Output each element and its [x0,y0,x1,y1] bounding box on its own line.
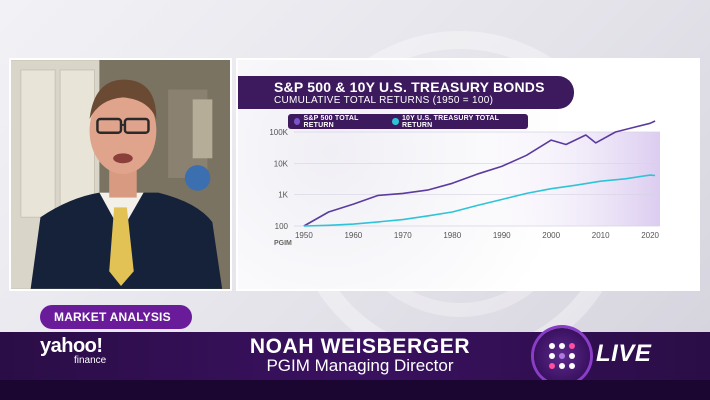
chart-panel: S&P 500 & 10Y U.S. TREASURY BONDS CUMULA… [236,58,700,291]
section-badge: MARKET ANALYSIS [40,305,192,329]
logo-sub: finance [74,355,107,366]
guest-name: NOAH WEISBERGER [249,335,471,358]
bottom-strip [0,380,710,400]
live-indicator: LIVE [522,328,702,384]
legend-swatch-treasury [392,118,399,125]
legend-label-treasury: 10Y U.S. TREASURY TOTAL RETURN [401,114,500,129]
chart-title: S&P 500 & 10Y U.S. TREASURY BONDS [274,79,545,95]
series-line-treasury [303,174,656,227]
x-tick-label: 2010 [592,231,610,240]
chart-legend: S&P 500 TOTAL RETURN 10Y U.S. TREASURY T… [288,114,528,129]
live-badge-icon [534,328,590,384]
x-tick-label: 1970 [394,231,412,240]
y-tick-label: 100K [269,128,288,137]
x-tick-label: 2000 [542,231,560,240]
chart-title-bar: S&P 500 & 10Y U.S. TREASURY BONDS CUMULA… [238,76,574,109]
chart-subtitle: CUMULATIVE TOTAL RETURNS (1950 = 100) [274,95,494,106]
x-tick-label: 1980 [443,231,461,240]
logo-word: yahoo! [40,335,103,357]
dots-icon [549,343,575,369]
live-label: LIVE [596,340,652,367]
x-tick-label: 1990 [493,231,511,240]
y-tick-label: 1K [278,191,288,200]
legend-swatch-sp500 [294,118,301,125]
y-tick-label: 10K [274,159,289,168]
guest-video-feed [9,58,232,291]
legend-label-sp500: S&P 500 TOTAL RETURN [303,114,359,129]
legend-item-treasury: 10Y U.S. TREASURY TOTAL RETURN [392,115,522,129]
yahoo-finance-logo: yahoo! finance [40,336,130,376]
x-tick-label: 1950 [295,231,313,240]
guest-video-image [11,60,230,289]
series-line-sp500 [303,120,656,227]
chart-plot: 100 1K 10K 100K 1950 1960 1970 1980 1990 2000 2010… [269,120,660,240]
lower-third-bar [0,332,710,380]
x-tick-label: 2020 [641,231,659,240]
y-tick-label: 100 [275,222,289,231]
guest-role: PGIM Managing Director [266,356,454,375]
x-tick-label: 1960 [344,231,362,240]
legend-item-sp500: S&P 500 TOTAL RETURN [294,115,384,129]
chart-source: PGIM [274,240,292,247]
